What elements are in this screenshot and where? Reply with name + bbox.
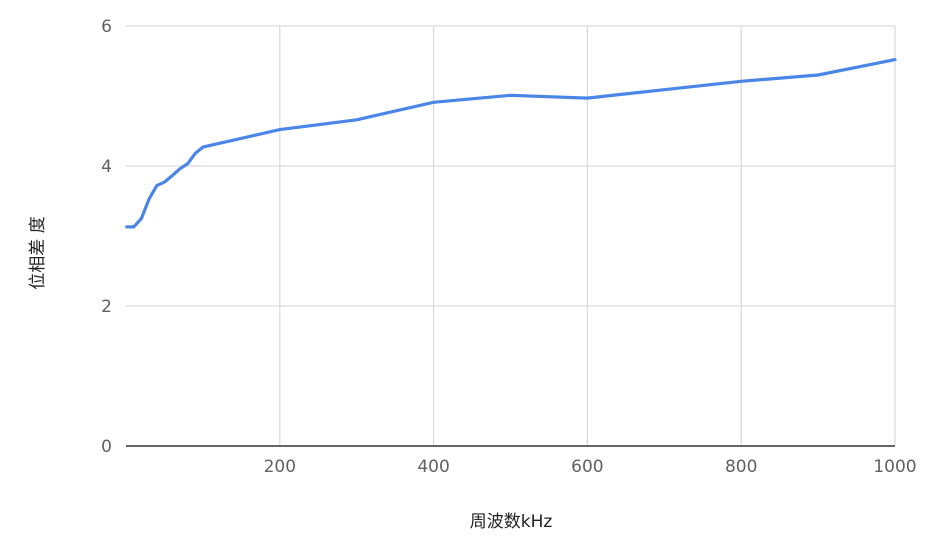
x-tick-label: 400 [417, 457, 449, 477]
x-tick-label: 800 [725, 457, 757, 477]
gridlines [126, 25, 896, 446]
x-tick-label: 1000 [873, 457, 916, 477]
x-tick-label: 600 [571, 457, 603, 477]
data-series [125, 57, 897, 229]
x-axis-title: 周波数kHz [470, 512, 553, 532]
y-tick-label: 6 [101, 17, 112, 37]
tick-labels: 0 2 4 6 200 400 600 800 1000 [101, 17, 916, 477]
x-tick-label: 200 [264, 457, 296, 477]
y-tick-label: 2 [101, 297, 112, 317]
y-tick-label: 0 [101, 437, 112, 457]
y-tick-label: 4 [101, 157, 112, 177]
series-line [125, 57, 897, 229]
y-axis-title: 位相差 度 [28, 216, 48, 289]
